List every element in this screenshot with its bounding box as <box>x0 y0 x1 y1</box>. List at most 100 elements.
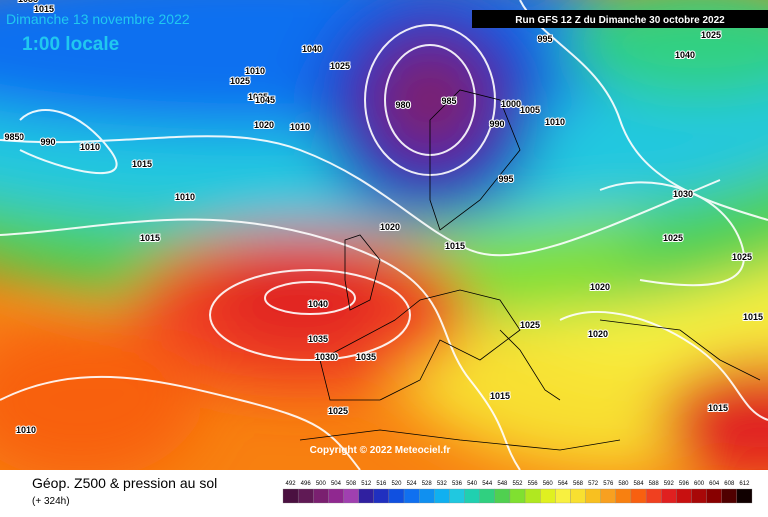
isobar-label: 1020 <box>380 222 400 232</box>
colorbar-label: 592 <box>664 481 675 487</box>
isobar-label: 985 <box>441 96 456 106</box>
isobar-label: 1010 <box>175 192 195 202</box>
colorbar-label: 548 <box>497 481 508 487</box>
colorbar-label: 496 <box>301 481 312 487</box>
colorbar-label: 500 <box>316 481 327 487</box>
colorbar-label: 556 <box>528 481 539 487</box>
colorbar-label: 540 <box>467 481 478 487</box>
isobar-label: 1035 <box>308 334 328 344</box>
colorbar-swatch <box>419 488 435 504</box>
isobar-label: 1025 <box>701 30 721 40</box>
colorbar-swatch <box>540 488 556 504</box>
isobar-label: 995 <box>537 34 552 44</box>
copyright: Copyright © 2022 Meteociel.fr <box>310 445 451 456</box>
colorbar-swatch <box>297 488 314 504</box>
colorbar-swatch <box>328 488 344 504</box>
colorbar-swatch <box>736 488 753 504</box>
isobar-label: 1010 <box>290 122 310 132</box>
colorbar-swatch <box>358 488 374 504</box>
run-banner <box>472 10 768 28</box>
isobar-label: 1020 <box>590 282 610 292</box>
colorbar-swatch <box>343 488 359 504</box>
isobar-label: 990 <box>489 119 504 129</box>
isobar-label: 1025 <box>330 61 350 71</box>
colorbar-label: 564 <box>558 481 569 487</box>
colorbar-label: 572 <box>588 481 599 487</box>
colorbar-label: 576 <box>603 481 614 487</box>
isobar-label: 990 <box>40 137 55 147</box>
isobar-label: 980 <box>395 100 410 110</box>
isobar-label: 1005 <box>520 105 540 115</box>
colorbar: 492 496 500 504 508 512 516 520 524 528 532 536 540 5… <box>282 481 753 504</box>
isobar-label: 1025 <box>328 406 348 416</box>
isobar-label: 1030 <box>673 189 693 199</box>
isobar-label: 1045 <box>255 95 275 105</box>
colorbar-label: 568 <box>573 481 584 487</box>
colorbar-swatch <box>615 488 632 504</box>
colorbar-swatch <box>706 488 722 504</box>
colorbar-label: 516 <box>376 481 387 487</box>
time-label: 1:00 locale <box>22 34 119 55</box>
isobar-label: 1010 <box>4 132 24 142</box>
isobar-label: 1015 <box>34 4 54 14</box>
isobar-label: 1025 <box>732 252 752 262</box>
footer-title: Géop. Z500 & pression au sol <box>32 475 217 491</box>
run-label: Run GFS 12 Z du Dimanche 30 octobre 2022 <box>515 15 725 26</box>
colorbar-label: 520 <box>391 481 402 487</box>
isobar-label: 1040 <box>675 50 695 60</box>
colorbar-swatch <box>691 488 707 504</box>
colorbar-swatch <box>449 488 465 504</box>
map-field: 1015 1010 1035 1035 1030 1040 1025 1045 1020 1010… <box>0 0 768 470</box>
colorbar-label: 596 <box>679 481 690 487</box>
colorbar-swatch <box>524 488 541 504</box>
isobar-label: 1015 <box>445 241 465 251</box>
isobar-label: 1015 <box>708 403 728 413</box>
colorbar-swatch <box>479 488 495 504</box>
isobar-label: 995 <box>498 174 513 184</box>
colorbar-swatch <box>600 488 616 504</box>
isobar-label: 1015 <box>140 233 160 243</box>
colorbar-label: 508 <box>346 481 357 487</box>
colorbar-swatch <box>661 488 677 504</box>
isobar-label: 1035 <box>18 0 38 4</box>
colorbar-label: 560 <box>543 481 554 487</box>
colorbar-swatch <box>464 488 480 504</box>
colorbar-swatch <box>585 488 601 504</box>
isobar-label: 1040 <box>308 299 328 309</box>
isobar-label: 1020 <box>254 120 274 130</box>
colorbar-label: 536 <box>452 481 463 487</box>
colorbar-label: 584 <box>634 481 645 487</box>
colorbar-label: 604 <box>709 481 720 487</box>
colorbar-label: 532 <box>437 481 448 487</box>
colorbar-swatch <box>555 488 571 504</box>
colorbar-label: 544 <box>482 481 493 487</box>
colorbar-swatch <box>434 488 450 504</box>
colorbar-label: 580 <box>618 481 629 487</box>
colorbar-label: 492 <box>286 481 297 487</box>
colorbar-swatch <box>373 488 390 504</box>
colorbar-swatch <box>570 488 586 504</box>
colorbar-label: 512 <box>361 481 372 487</box>
colorbar-swatch <box>676 488 692 504</box>
colorbar-swatch <box>282 488 299 504</box>
colorbar-label: 612 <box>739 481 750 487</box>
colorbar-label: 600 <box>694 481 705 487</box>
isobar-label: 1010 <box>80 142 100 152</box>
colorbar-swatch <box>721 488 738 504</box>
isobar-label: 1000 <box>501 99 521 109</box>
isobar-label: 1025 <box>663 233 683 243</box>
colorbar-label: 608 <box>724 481 735 487</box>
isobar-label: 1030 <box>318 352 338 362</box>
colorbar-label: 552 <box>512 481 523 487</box>
isobar-label: 1035 <box>248 92 268 102</box>
colorbar-swatch <box>313 488 329 504</box>
colorbar-swatch <box>494 488 511 504</box>
isobar-label: 1030 <box>315 352 335 362</box>
isobar-label: 1010 <box>245 66 265 76</box>
colorbar-swatch <box>630 488 647 504</box>
colorbar-swatch <box>403 488 420 504</box>
isobar-label: 1040 <box>302 44 322 54</box>
colorbar-swatch <box>509 488 526 504</box>
colorbar-label: 528 <box>422 481 433 487</box>
